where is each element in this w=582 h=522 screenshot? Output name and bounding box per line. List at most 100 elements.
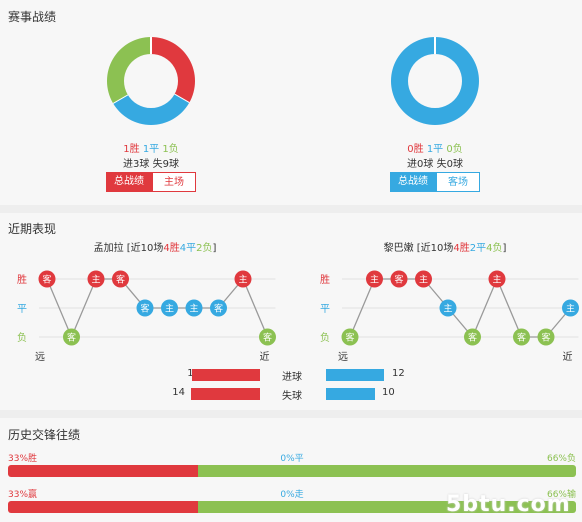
left-form-game-venue: 客 [263, 332, 272, 344]
left-form-trend-line [46, 277, 269, 339]
right-tab-away[interactable]: 客场 [436, 172, 480, 192]
right-form-game-venue: 客 [345, 332, 354, 344]
left-form-game-marker[interactable] [185, 299, 203, 317]
right-form-game-marker[interactable] [390, 270, 408, 288]
left-loss-count: 1负 [162, 144, 179, 155]
right-form-game-venue: 客 [517, 332, 526, 344]
left-form-game-venue: 客 [67, 332, 76, 344]
right-form-game-marker[interactable] [562, 299, 579, 317]
left-form-game-marker[interactable] [161, 299, 178, 317]
h2h-draw-label: 0%平 [280, 454, 304, 464]
goals-label: 进球 [282, 372, 302, 383]
left-record-counts: 1胜 1平 1负 [100, 140, 202, 155]
right-goals-summary: 进0球 失0球 [407, 159, 463, 170]
left-goals-summary: 进3球 失9球 [123, 159, 179, 170]
left-form-game-marker[interactable] [259, 328, 276, 346]
right-team-summary: 黎巴嫩 [近10场4胜2平4负] [330, 239, 560, 254]
left-form-row-label: 负 [17, 331, 27, 344]
left-form-game-marker[interactable] [234, 270, 252, 288]
left-form-game-marker[interactable] [38, 270, 56, 288]
left-draw-count: 1平 [142, 144, 160, 155]
left-form-chart: 胜平负客客主 客客主主客主客远近 [17, 270, 276, 363]
left-form-game-marker[interactable] [210, 299, 227, 317]
right-team-name: 黎巴嫩 [383, 243, 414, 254]
left-form-row-label: 胜 [17, 274, 27, 286]
left-form-game-marker[interactable] [87, 270, 105, 288]
left-form-game-venue: 主 [238, 274, 247, 286]
right-tab-overall[interactable]: 总战绩 [390, 172, 436, 192]
right-form-game-venue: 客 [468, 332, 477, 344]
head-to-head-panel: 历史交锋往绩 33%胜 0%平 66%负 33%赢 0%走 66%输 5btu.… [0, 418, 582, 522]
left-form-game-venue: 主 [165, 303, 174, 315]
goals-right-bar [326, 369, 384, 381]
left-form-game-venue: 客 [42, 274, 51, 286]
right-summary-prefix: [近10场 [413, 243, 454, 254]
conceded-right-bar [326, 388, 375, 400]
left-donut-slice-平 [112, 94, 190, 125]
left-form-game-venue: 主 [189, 303, 198, 315]
handicap-loss-bar [198, 501, 576, 513]
right-form-game-venue: 客 [541, 332, 550, 344]
handicap-win-bar [8, 501, 198, 513]
watermark-logo: 5btu.com [446, 492, 571, 517]
right-form-game-marker[interactable] [537, 328, 555, 346]
left-win-count: 1胜 [123, 144, 140, 155]
right-form-game-marker[interactable] [464, 328, 481, 346]
h2h-loss-bar [198, 465, 576, 477]
goals-left-bar [192, 369, 260, 381]
right-form-game-venue: 客 [394, 274, 403, 286]
right-form-row-label: 平 [320, 304, 330, 315]
left-donut-slice-胜 [151, 37, 195, 103]
record-title: 赛事战绩 [8, 10, 57, 24]
right-form-game-marker[interactable] [488, 270, 506, 288]
left-form-row-label: 平 [17, 304, 27, 315]
right-form-game-marker[interactable] [415, 270, 432, 288]
left-tab-home[interactable]: 主场 [152, 172, 196, 192]
conceded-left-value: 14 [172, 387, 185, 398]
right-form-game-venue: 主 [492, 274, 501, 286]
h2h-win-label: 33%胜 [8, 454, 38, 464]
left-form-game-venue: 客 [140, 303, 149, 315]
right-win-count: 0胜 [407, 144, 424, 155]
left-form-game-venue: 客 [116, 274, 125, 286]
right-summary-losses: 4负 [486, 243, 503, 254]
right-form-row-label: 负 [320, 331, 330, 344]
left-team-name: 孟加拉 [93, 243, 124, 254]
right-record-donut [390, 37, 479, 126]
right-form-game-venue: 主 [419, 274, 428, 286]
right-summary-wins: 4胜 [453, 243, 470, 254]
right-form-game-venue: 主 [443, 303, 452, 315]
right-loss-count: 0负 [446, 144, 463, 155]
left-donut-slice-负 [107, 37, 151, 103]
recent-form-title: 近期表现 [8, 222, 57, 236]
left-form-game-marker[interactable] [63, 328, 80, 346]
right-draw-count: 1平 [426, 144, 444, 155]
goals-right-value: 12 [392, 368, 405, 379]
conceded-right-value: 10 [382, 387, 395, 398]
right-form-near-label: 近 [563, 350, 573, 363]
left-form-game-venue: 客 [214, 303, 223, 315]
right-summary-draws: 2平 [469, 243, 487, 254]
h2h-loss-label: 66%负 [546, 454, 576, 464]
right-form-far-label: 远 [338, 351, 348, 363]
conceded-label: 失球 [282, 391, 302, 402]
recent-form-panel: 近期表现 孟加拉 [近10场4胜4平2负] 黎巴嫩 [近10场4胜2平4负] 胜… [0, 213, 582, 410]
right-donut-slice-平 [390, 37, 479, 126]
left-summary-losses: 2负 [196, 243, 213, 254]
left-form-near-label: 近 [260, 350, 270, 363]
left-team-summary: 孟加拉 [近10场4胜4平2负] [40, 239, 270, 254]
right-form-game-marker[interactable] [439, 299, 457, 317]
right-form-game-marker[interactable] [366, 270, 383, 288]
right-form-game-marker[interactable] [341, 328, 359, 346]
left-form-game-marker[interactable] [136, 299, 154, 317]
left-summary-draws: 4平 [179, 243, 197, 254]
right-form-game-marker[interactable] [513, 328, 530, 346]
h2h-win-bar [8, 465, 198, 477]
right-form-game-venue: 主 [370, 274, 379, 286]
handicap-win-label: 33%赢 [8, 490, 38, 500]
record-panel: 赛事战绩 1胜 1平 1负 进3球 失9球 总战绩 主场 0胜 1平 0负 进0… [0, 0, 582, 205]
left-form-game-marker[interactable] [112, 270, 129, 288]
left-tab-overall[interactable]: 总战绩 [106, 172, 152, 192]
right-form-trend-line [349, 277, 571, 339]
left-summary-suffix: ] [212, 243, 217, 254]
